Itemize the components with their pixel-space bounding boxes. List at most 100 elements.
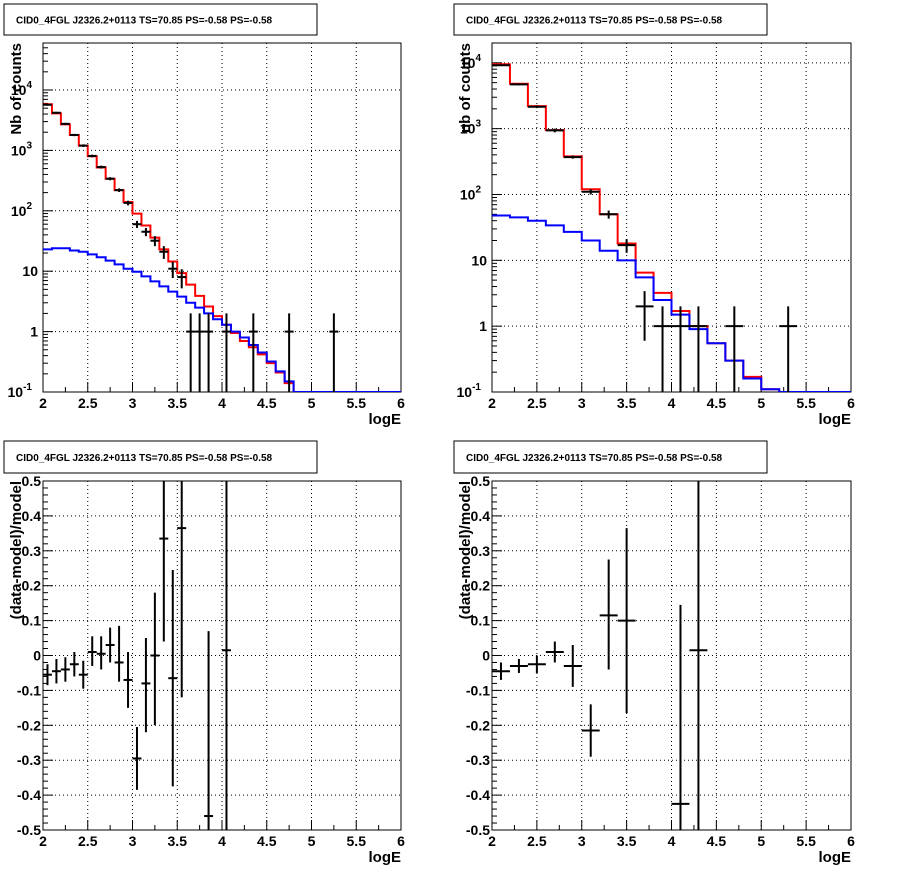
data-point (492, 662, 510, 680)
x-axis: 2 2.5 3 3.5 4 4.5 5 5.5 6 (39, 820, 405, 849)
y-tick-mantissa: 10 (11, 142, 27, 158)
data-point (725, 306, 744, 392)
y-tick-label: -0.2 (17, 717, 41, 733)
title-frame (3, 440, 318, 474)
title-box: CID0_4FGL J2326.2+0113 TS=70.85 PS=-0.58… (453, 3, 768, 36)
y-tick-label: 102 (460, 184, 482, 202)
data-point (204, 313, 214, 392)
data-point (141, 638, 151, 733)
y-tick-label: 0.5 (22, 473, 42, 489)
title-frame (3, 3, 318, 36)
y-tick-mantissa: 10 (457, 384, 473, 400)
x-axis-label: logE (819, 849, 852, 866)
plot-content (43, 481, 231, 830)
y-tick-label: 0.1 (471, 613, 491, 629)
grid (43, 481, 401, 830)
y-tick-label: 0.2 (471, 578, 491, 594)
data-point (779, 306, 798, 392)
data-point (492, 64, 510, 67)
y-tick-mantissa: 10 (11, 203, 27, 219)
y-tick-label: 10-1 (8, 382, 33, 400)
data-point (563, 155, 582, 159)
y-tick-mantissa: 1 (30, 324, 38, 340)
x-axis: 2 2.5 3 3.5 4 4.5 5 5.5 6 (488, 382, 855, 411)
data-point (43, 664, 52, 686)
grid (492, 481, 851, 830)
y-tick-label: 0.2 (22, 578, 42, 594)
data-point (51, 658, 61, 684)
y-tick-label: 0.3 (22, 543, 42, 559)
y-tick-exponent: 3 (26, 140, 32, 151)
data-point (509, 658, 528, 673)
title-frame (453, 440, 768, 474)
y-tick-mantissa: 10 (460, 186, 476, 202)
data-point (69, 652, 79, 677)
x-tick-label: 2.5 (527, 833, 547, 849)
title-box: CID0_4FGL J2326.2+0113 TS=70.85 PS=-0.58… (453, 440, 768, 474)
data-point (168, 569, 178, 787)
x-tick-label: 3.5 (168, 833, 188, 849)
y-tick-label: 103 (460, 119, 482, 137)
title-box: CID0_4FGL J2326.2+0113 TS=70.85 PS=-0.58… (3, 440, 318, 474)
x-tick-label: 5.5 (347, 395, 367, 411)
x-axis-label: logE (819, 411, 852, 428)
residual-points (492, 481, 708, 830)
data-point (509, 83, 528, 86)
grid (43, 43, 401, 392)
y-tick-label: -0.2 (466, 717, 490, 733)
x-tick-label: 2 (39, 395, 47, 411)
x-tick-label: 4 (668, 395, 676, 411)
y-tick-label: -0.3 (17, 752, 41, 768)
y-tick-label: 10 (22, 263, 38, 279)
y-tick-label: -0.1 (466, 682, 490, 698)
chart-panel-3: CID0_4FGL J2326.2+0113 TS=70.85 PS=-0.58… (3, 440, 405, 866)
x-axis-label: logE (369, 849, 402, 866)
data-point (581, 189, 600, 195)
y-tick-exponent: 4 (26, 80, 32, 91)
x-tick-label: 4.5 (257, 395, 277, 411)
data-point (671, 306, 690, 392)
data-point (150, 592, 160, 726)
data-point (599, 559, 618, 670)
data-point (132, 220, 142, 228)
y-axis-label: (data-model)/model (457, 481, 474, 619)
x-tick-label: 2 (39, 833, 47, 849)
y-tick-exponent: 2 (26, 201, 32, 212)
data-point (43, 103, 52, 106)
x-tick-label: 6 (847, 833, 855, 849)
y-tick-mantissa: 10 (8, 384, 24, 400)
y-tick-label: -0.3 (466, 752, 490, 768)
data-point (545, 128, 564, 133)
y-tick-mantissa: 1 (479, 318, 487, 334)
data-point (114, 625, 124, 682)
y-tick-mantissa: 10 (22, 263, 38, 279)
data-point (222, 481, 231, 830)
data-point (653, 306, 672, 392)
chart-title: CID0_4FGL J2326.2+0113 TS=70.85 PS=-0.58… (16, 16, 273, 27)
x-tick-label: 5 (308, 833, 316, 849)
y-tick-label: 1 (30, 324, 38, 340)
data-point (168, 261, 178, 279)
data-point (96, 165, 106, 169)
data-point (635, 291, 654, 341)
x-axis: 2 2.5 3 3.5 4 4.5 5 5.5 6 (39, 382, 405, 411)
x-tick-label: 4 (668, 833, 676, 849)
x-tick-label: 3.5 (617, 395, 637, 411)
x-tick-label: 4.5 (257, 833, 277, 849)
chart-panel-2: CID0_4FGL J2326.2+0113 TS=70.85 PS=-0.58… (453, 3, 855, 428)
y-tick-label: -0.4 (466, 787, 490, 803)
data-point (689, 481, 708, 830)
data-point (114, 188, 124, 192)
x-tick-label: 2.5 (78, 833, 98, 849)
x-tick-label: 5.5 (796, 395, 816, 411)
x-tick-label: 2 (488, 395, 496, 411)
data-point (150, 236, 160, 247)
data-point (329, 313, 339, 392)
data-point (105, 627, 115, 663)
source_model-histogram (492, 214, 851, 392)
data-point (248, 313, 258, 392)
data-point (123, 652, 133, 708)
